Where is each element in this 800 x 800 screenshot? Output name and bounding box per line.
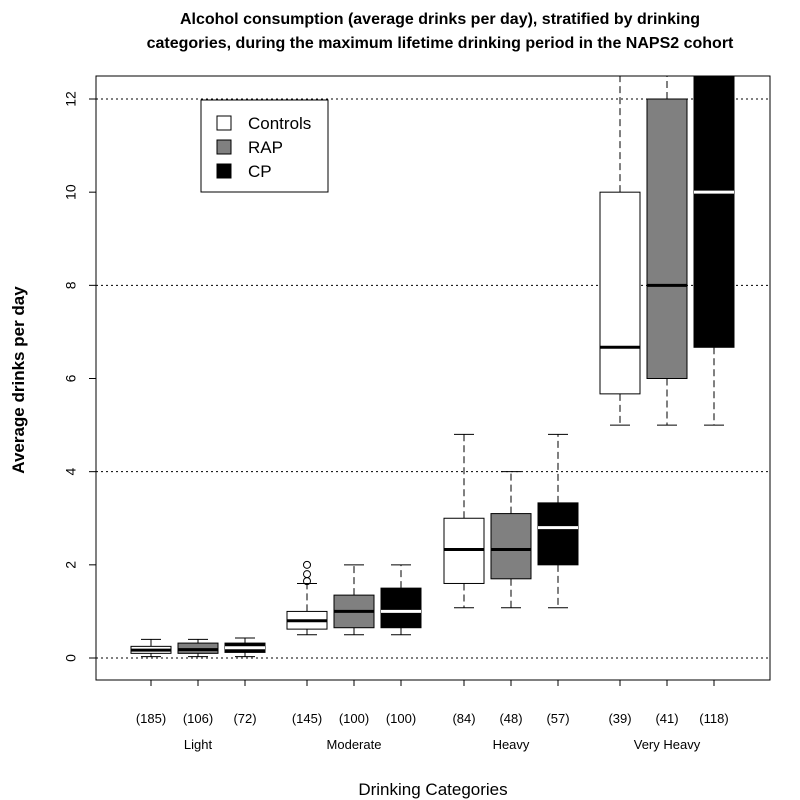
iqr-box — [599, 191, 641, 395]
box-controls-very-heavy — [599, 76, 641, 426]
y-axis-label: Average drinks per day — [9, 286, 28, 474]
box-rap-very-heavy — [646, 76, 688, 426]
count-label: (72) — [233, 711, 256, 726]
y-tick-label: 4 — [63, 468, 79, 476]
category-label: Heavy — [493, 737, 530, 752]
iqr-box — [646, 98, 688, 379]
category-label: Moderate — [327, 737, 382, 752]
box-cp-moderate — [380, 564, 422, 636]
count-label: (84) — [452, 711, 475, 726]
box-rap-light — [177, 638, 219, 658]
box-cp-light — [224, 637, 266, 658]
plot-frame — [95, 75, 771, 681]
y-tick-label: 8 — [63, 281, 79, 289]
box-controls-moderate — [286, 560, 328, 636]
category-label: Light — [184, 737, 213, 752]
chart-title-line1: Alcohol consumption (average drinks per … — [180, 11, 700, 28]
legend-swatch-rap — [216, 139, 232, 155]
iqr-box — [537, 502, 579, 566]
box-controls-heavy — [443, 433, 485, 609]
y-tick-label: 12 — [63, 91, 79, 107]
legend: Controls RAP CP — [200, 99, 329, 193]
outlier-point — [303, 560, 311, 569]
count-label: (100) — [386, 711, 416, 726]
y-tick-label: 6 — [63, 374, 79, 382]
y-axis: 0 2 4 6 8 10 12 — [63, 91, 96, 662]
count-label: (145) — [292, 711, 322, 726]
legend-swatch-controls — [216, 115, 232, 131]
y-tick-label: 0 — [63, 654, 79, 662]
iqr-box — [693, 75, 735, 348]
count-label: (57) — [546, 711, 569, 726]
count-label: (100) — [339, 711, 369, 726]
iqr-box — [490, 513, 532, 580]
chart-title-line2: categories, during the maximum lifetime … — [147, 35, 734, 52]
box-controls-light — [130, 638, 172, 658]
box-cp-very-heavy — [693, 75, 735, 426]
legend-swatch-cp — [216, 163, 232, 179]
box-rap-moderate — [333, 564, 375, 636]
y-tick-label: 10 — [63, 184, 79, 200]
legend-label-rap: RAP — [248, 138, 283, 157]
x-axis-labels: (185) (106) (72) (145) (100) (100) (84) (48) (57… — [136, 680, 729, 752]
x-axis-label: Drinking Categories — [358, 780, 507, 799]
count-label: (185) — [136, 711, 166, 726]
count-label: (41) — [655, 711, 678, 726]
outlier-point — [303, 570, 311, 579]
box-series — [130, 75, 735, 658]
y-tick-label: 2 — [63, 561, 79, 569]
legend-label-cp: CP — [248, 162, 272, 181]
count-label: (39) — [608, 711, 631, 726]
category-label: Very Heavy — [634, 737, 701, 752]
count-label: (48) — [499, 711, 522, 726]
box-rap-heavy — [490, 471, 532, 609]
count-label: (106) — [183, 711, 213, 726]
count-label: (118) — [699, 711, 728, 726]
legend-label-controls: Controls — [248, 114, 311, 133]
iqr-box — [380, 587, 422, 629]
box-cp-heavy — [537, 433, 579, 609]
